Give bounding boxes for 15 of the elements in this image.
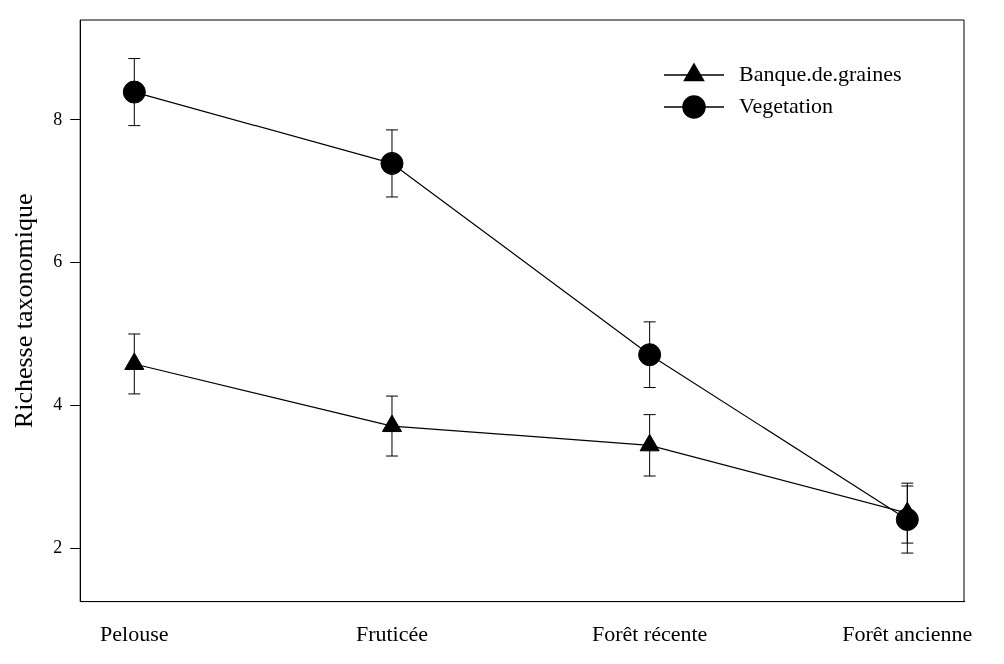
x-tick-label: Forêt ancienne [842, 620, 973, 646]
y-tick-label: 2 [53, 536, 63, 557]
legend-label: Vegetation [739, 92, 834, 118]
x-tick-label: Forêt récente [591, 620, 708, 646]
legend-label: Banque.de.graines [739, 60, 902, 86]
point [122, 80, 146, 104]
point [380, 151, 404, 175]
y-tick-label: 6 [53, 251, 63, 272]
x-tick-label: Pelouse [100, 620, 169, 646]
x-tick-label: Fruticée [355, 620, 429, 646]
y-axis-title: Richesse taxonomique [9, 193, 39, 429]
y-tick-label: 8 [53, 108, 63, 129]
y-tick-label: 4 [53, 394, 63, 415]
point [639, 433, 660, 452]
point [124, 352, 145, 370]
